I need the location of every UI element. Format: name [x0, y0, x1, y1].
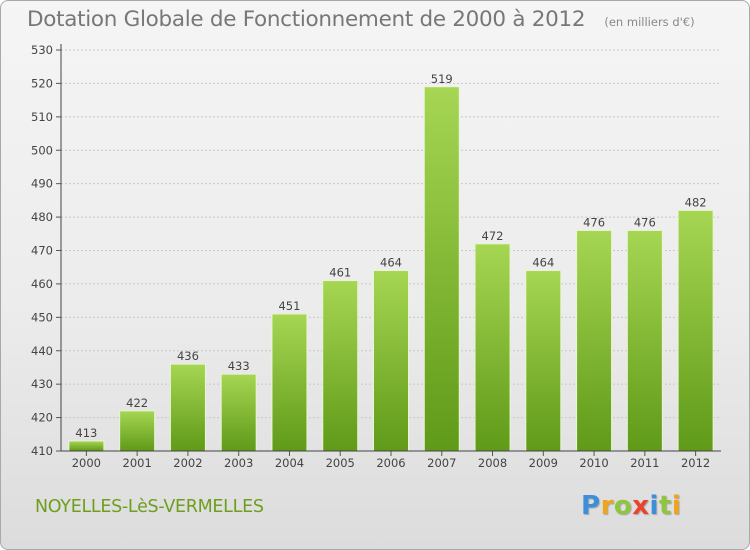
- logo-letter: P: [581, 491, 601, 521]
- y-tick-label: 520: [31, 76, 53, 90]
- y-tick-label: 450: [31, 310, 53, 324]
- x-tick-label: 2008: [478, 456, 507, 470]
- bars: [68, 86, 714, 452]
- x-tick-label: 2004: [275, 456, 304, 470]
- x-tick-label: 2010: [579, 456, 608, 470]
- bar-2000: [68, 440, 105, 452]
- commune-name: NOYELLES-LèS-VERMELLES: [35, 497, 264, 517]
- bar-2011: [626, 229, 663, 452]
- x-tick-label: 2005: [326, 456, 355, 470]
- bar-2006: [373, 270, 409, 452]
- data-label: 451: [278, 299, 300, 313]
- logo-letter: t: [658, 491, 672, 521]
- logo-letter: x: [632, 491, 650, 521]
- bar-2010: [576, 229, 613, 452]
- y-tick-label: 430: [31, 377, 53, 391]
- x-tick-label: 2000: [72, 456, 101, 470]
- y-tick-label: 530: [31, 43, 53, 57]
- proxiti-logo[interactable]: Proxiti: [581, 491, 681, 521]
- x-tick-label: 2012: [681, 456, 710, 470]
- bar-2005: [322, 280, 359, 452]
- bar-2012: [677, 209, 714, 452]
- logo-letter: r: [600, 491, 614, 521]
- data-label: 464: [380, 256, 402, 270]
- bar-2003: [220, 373, 257, 452]
- chart-title: Dotation Globale de Fonctionnement de 20…: [27, 7, 586, 32]
- y-tick-label: 410: [31, 444, 53, 458]
- x-tick-label: 2002: [173, 456, 202, 470]
- data-label: 464: [532, 256, 554, 270]
- data-label: 461: [329, 266, 351, 280]
- x-tick-label: 2006: [376, 456, 405, 470]
- axes: 410 420 430 440 450 460 470 480 490 500 510 520 530 2…: [31, 43, 721, 470]
- data-label: 476: [634, 215, 656, 229]
- y-tick-label: 440: [31, 344, 53, 358]
- x-tick-label: 2003: [224, 456, 253, 470]
- data-labels: 413 422 436 433 451 461 464 519 472 464 476 476 482: [75, 72, 706, 440]
- logo-letter: i: [649, 491, 659, 521]
- data-label: 433: [228, 359, 250, 373]
- data-label: 413: [75, 426, 97, 440]
- title-row: Dotation Globale de Fonctionnement de 20…: [27, 7, 695, 32]
- y-tick-label: 480: [31, 210, 53, 224]
- y-tick-label: 490: [31, 177, 53, 191]
- y-tick-label: 420: [31, 411, 53, 425]
- y-tick-label: 500: [31, 143, 53, 157]
- chart-subtitle: (en milliers d'€): [604, 15, 695, 29]
- y-tick-label: 510: [31, 110, 53, 124]
- data-label: 436: [177, 349, 199, 363]
- data-label: 476: [583, 215, 605, 229]
- bar-2004: [271, 313, 308, 452]
- data-label: 482: [685, 195, 707, 209]
- bar-2007: [423, 86, 460, 452]
- data-label: 519: [431, 72, 453, 86]
- data-label: 422: [126, 396, 148, 410]
- data-label: 472: [482, 229, 504, 243]
- x-tick-label: 2001: [123, 456, 152, 470]
- logo-letter: i: [671, 491, 682, 521]
- bar-2001: [119, 410, 156, 452]
- x-tick-label: 2009: [529, 456, 558, 470]
- bar-2009: [525, 270, 562, 452]
- bar-2008: [474, 243, 511, 452]
- x-tick-label: 2011: [630, 456, 659, 470]
- y-tick-label: 470: [31, 244, 53, 258]
- y-tick-label: 460: [31, 277, 53, 291]
- logo-letter: o: [613, 491, 633, 521]
- bar-2002: [169, 363, 206, 452]
- x-tick-label: 2007: [427, 456, 456, 470]
